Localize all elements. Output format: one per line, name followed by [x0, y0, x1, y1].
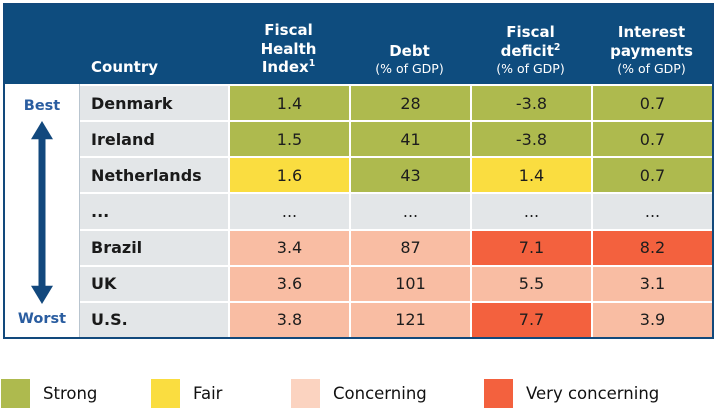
header-fiscal-deficit: Fiscal deficit2 (% of GDP) — [470, 5, 591, 84]
country-cell: Denmark — [80, 86, 228, 121]
value-cell: -3.8 — [472, 122, 591, 157]
legend-swatch-very-concerning — [484, 378, 513, 408]
country-cell: UK — [80, 266, 228, 301]
footnote-marker-2: 2 — [553, 41, 561, 53]
legend-swatch-fair — [151, 378, 180, 408]
header-fhi-line3: Index1 — [262, 58, 315, 77]
legend-label-concerning: Concerning — [333, 383, 427, 403]
legend-label-fair: Fair — [193, 383, 223, 403]
value-cell: 1.5 — [230, 122, 349, 157]
country-cell: Brazil — [80, 230, 228, 265]
header-interest-line2: payments — [610, 41, 693, 60]
header-debt: Debt (% of GDP) — [349, 5, 470, 84]
value-cell: 0.7 — [593, 86, 712, 121]
best-worst-arrow-icon — [31, 121, 53, 304]
legend-label-very-concerning: Very concerning — [526, 383, 660, 403]
country-cell: Ireland — [80, 122, 228, 157]
header-deficit-line1: Fiscal — [506, 22, 555, 41]
legend-item-very-concerning: Very concerning — [484, 378, 659, 408]
value-cell: 3.9 — [593, 302, 712, 337]
table-header-row: Country Fiscal Health Index1 Debt (% of … — [5, 5, 712, 84]
country-cell: U.S. — [80, 302, 228, 337]
header-interest-payments: Interest payments (% of GDP) — [591, 5, 712, 84]
value-cell: 1.4 — [230, 86, 349, 121]
header-fhi-index-word: Index — [261, 58, 309, 77]
value-cell: 3.6 — [230, 266, 349, 301]
value-cell: 5.5 — [472, 266, 591, 301]
header-interest-line1: Interest — [617, 22, 686, 41]
value-cell: 7.7 — [472, 302, 591, 337]
legend-label-strong: Strong — [43, 383, 98, 403]
value-cell: 28 — [351, 86, 470, 121]
value-cell: 1.6 — [230, 158, 349, 193]
value-cell: 101 — [351, 266, 470, 301]
header-deficit-line2: deficit2 — [501, 42, 561, 61]
value-cell: 3.4 — [230, 230, 349, 265]
legend: Strong Fair Concerning Very concerning — [1, 378, 717, 408]
header-fiscal-health-index: Fiscal Health Index1 — [228, 5, 349, 84]
header-country-label: Country — [91, 58, 159, 77]
worst-label: Worst — [17, 311, 67, 327]
legend-swatch-concerning — [291, 378, 320, 408]
value-cell: 0.7 — [593, 158, 712, 193]
header-deficit-word: deficit — [500, 41, 554, 60]
header-debt-label: Debt — [389, 41, 430, 60]
country-cell-ellipsis: ... — [80, 194, 228, 229]
header-fhi-line1: Fiscal — [264, 20, 313, 39]
country-cell: Netherlands — [80, 158, 228, 193]
legend-item-strong: Strong — [1, 378, 97, 408]
header-country: Country — [80, 5, 228, 84]
value-cell: 0.7 — [593, 122, 712, 157]
value-cell: 3.1 — [593, 266, 712, 301]
value-cell: 87 — [351, 230, 470, 265]
value-cell: 43 — [351, 158, 470, 193]
header-axis-spacer — [5, 5, 80, 84]
value-cell: 3.8 — [230, 302, 349, 337]
header-deficit-unit: (% of GDP) — [496, 61, 565, 77]
data-grid: Denmark 1.4 28 -3.8 0.7 Ireland 1.5 41 -… — [80, 84, 712, 337]
best-worst-axis: Best Worst — [5, 84, 80, 337]
best-label: Best — [23, 98, 61, 114]
value-cell: ... — [230, 194, 349, 229]
value-cell: 1.4 — [472, 158, 591, 193]
header-debt-unit: (% of GDP) — [375, 61, 444, 77]
value-cell: -3.8 — [472, 86, 591, 121]
legend-swatch-strong — [1, 378, 30, 408]
table-body: Best Worst Denmark 1.4 28 -3.8 0.7 Irela… — [5, 84, 712, 337]
header-fhi-line2: Health — [260, 39, 317, 58]
value-cell: ... — [593, 194, 712, 229]
fiscal-health-table: Country Fiscal Health Index1 Debt (% of … — [3, 3, 714, 339]
value-cell: 41 — [351, 122, 470, 157]
legend-item-fair: Fair — [151, 378, 222, 408]
value-cell: 121 — [351, 302, 470, 337]
footnote-marker-1: 1 — [308, 58, 316, 70]
value-cell: ... — [472, 194, 591, 229]
value-cell: ... — [351, 194, 470, 229]
legend-item-concerning: Concerning — [291, 378, 427, 408]
value-cell: 7.1 — [472, 230, 591, 265]
header-interest-unit: (% of GDP) — [617, 61, 686, 77]
value-cell: 8.2 — [593, 230, 712, 265]
